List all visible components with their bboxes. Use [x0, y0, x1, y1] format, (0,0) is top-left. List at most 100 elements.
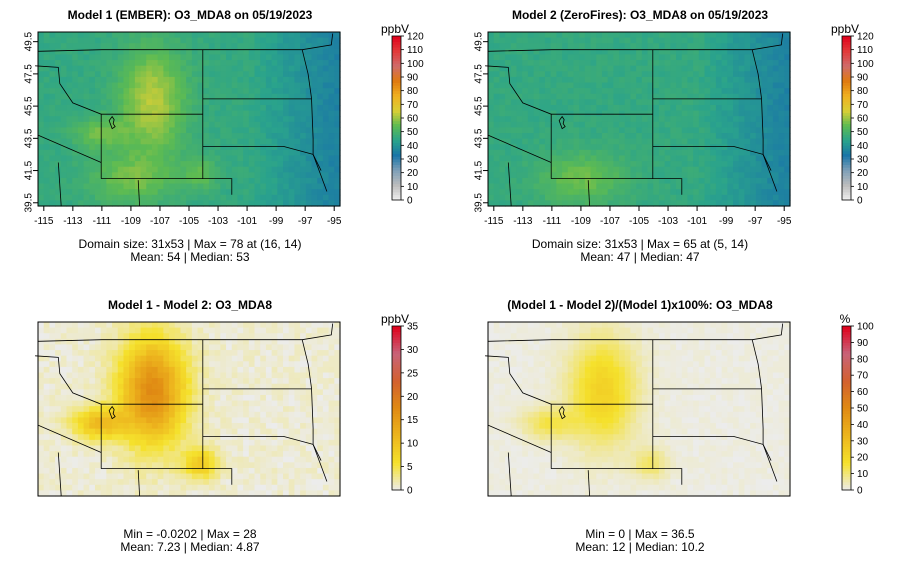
grid-cell	[265, 406, 273, 413]
grid-cell	[94, 200, 102, 207]
grid-cell	[328, 166, 335, 173]
grid-cell	[493, 104, 500, 112]
grid-cell	[544, 99, 552, 106]
grid-cell	[49, 104, 56, 112]
grid-cell	[237, 338, 244, 346]
grid-cell	[100, 394, 107, 402]
grid-cell	[43, 338, 50, 346]
grid-cell	[180, 445, 187, 452]
grid-cell	[636, 177, 643, 185]
grid-cell	[539, 177, 546, 185]
grid-cell	[288, 82, 296, 89]
grid-cell	[670, 149, 677, 157]
grid-cell	[191, 434, 199, 441]
grid-cell	[231, 60, 239, 67]
grid-cell	[66, 355, 73, 362]
scale-step	[392, 178, 401, 182]
grid-cell	[163, 200, 170, 207]
grid-cell	[197, 462, 204, 469]
scale-tick-label: 90	[857, 73, 869, 84]
grid-cell	[305, 406, 313, 413]
grid-cell	[687, 93, 694, 100]
grid-cell	[334, 189, 341, 196]
grid-cell	[630, 76, 637, 84]
grid-cell	[277, 166, 284, 173]
scale-step	[392, 134, 401, 138]
scale-step	[842, 79, 851, 83]
grid-cell	[72, 383, 79, 390]
grid-cell	[174, 394, 182, 402]
grid-cell	[539, 110, 546, 117]
grid-cell	[112, 439, 119, 447]
scale-step	[842, 46, 851, 51]
grid-cell	[117, 417, 125, 424]
grid-cell	[134, 200, 142, 207]
grid-cell	[55, 104, 62, 112]
grid-cell	[733, 88, 740, 95]
grid-cell	[186, 54, 193, 61]
grid-cell	[488, 121, 495, 129]
grid-cell	[704, 161, 711, 168]
grid-cell	[214, 327, 221, 334]
grid-cell	[704, 48, 711, 56]
grid-cell	[89, 149, 96, 157]
grid-cell	[55, 172, 62, 179]
grid-cell	[129, 43, 136, 50]
grid-cell	[254, 144, 261, 151]
grid-cell	[305, 355, 313, 362]
grid-cell	[248, 344, 256, 351]
grid-cell	[94, 322, 102, 329]
grid-cell	[129, 121, 136, 129]
grid-cell	[106, 327, 113, 334]
grid-cell	[744, 48, 751, 56]
grid-cell	[43, 434, 50, 441]
grid-cell	[226, 389, 233, 396]
grid-cell	[499, 183, 506, 190]
grid-cell	[334, 172, 341, 179]
grid-cell	[584, 99, 592, 106]
grid-cell	[288, 200, 296, 207]
grid-cell	[687, 32, 694, 39]
grid-cell	[493, 43, 500, 50]
grid-cell	[140, 172, 147, 179]
grid-cell	[670, 82, 677, 89]
grid-cell	[43, 104, 50, 112]
grid-cell	[231, 149, 239, 157]
grid-cell	[271, 172, 278, 179]
grid-cell	[191, 389, 199, 396]
grid-cell	[186, 411, 193, 419]
grid-cell	[277, 161, 284, 168]
grid-cell	[254, 54, 261, 61]
grid-cell	[220, 177, 227, 185]
grid-cell	[38, 327, 45, 334]
grid-cell	[254, 133, 261, 140]
grid-cell	[66, 327, 73, 334]
grid-cell	[123, 172, 130, 179]
grid-cell	[186, 372, 193, 379]
grid-cell	[112, 411, 119, 419]
grid-cell	[784, 183, 791, 190]
grid-cell	[533, 43, 540, 50]
grid-cell	[613, 99, 620, 106]
grid-cell	[174, 338, 182, 346]
grid-cell	[66, 417, 73, 424]
grid-cell	[567, 155, 575, 162]
grid-cell	[527, 54, 535, 61]
grid-cell	[676, 48, 683, 56]
grid-cell	[755, 161, 763, 168]
grid-cell	[203, 355, 210, 362]
grid-cell	[653, 155, 660, 162]
grid-cell	[140, 43, 147, 50]
grid-cell	[328, 462, 335, 469]
grid-cell	[767, 155, 774, 162]
grid-cell	[562, 200, 569, 207]
grid-cell	[38, 104, 45, 112]
grid-cell	[100, 322, 107, 329]
grid-cell	[710, 166, 717, 173]
grid-cell	[38, 366, 45, 374]
grid-cell	[271, 82, 278, 89]
grid-cell	[243, 411, 250, 419]
grid-cell	[727, 149, 734, 157]
grid-cell	[715, 37, 723, 44]
grid-cell	[157, 149, 164, 157]
